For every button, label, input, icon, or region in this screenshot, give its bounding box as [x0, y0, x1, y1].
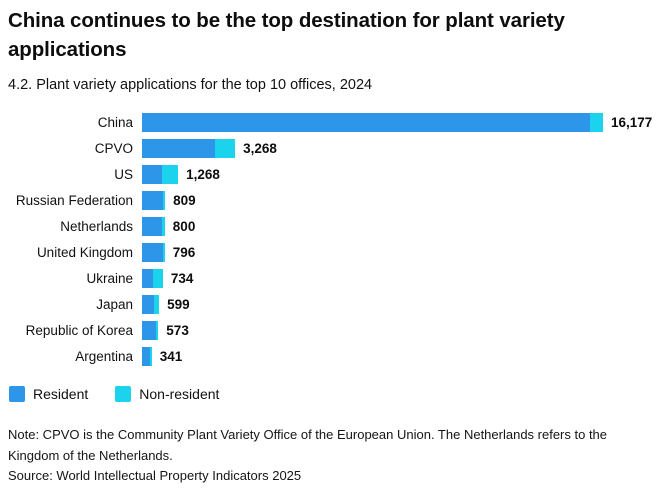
- bar-segment-non-resident: [163, 190, 166, 210]
- bar-segment-resident: [142, 346, 150, 366]
- bar-row: Ukraine 734: [8, 265, 652, 291]
- bar-row: CPVO 3,268: [8, 135, 652, 161]
- value-label: 1,268: [186, 166, 220, 182]
- bar-segment-resident: [142, 268, 153, 288]
- legend-item-resident: Resident: [9, 386, 89, 403]
- value-label: 573: [166, 322, 189, 338]
- legend-label-resident: Resident: [33, 386, 89, 403]
- non-resident-color-swatch: [115, 386, 132, 403]
- bar-segment-non-resident: [152, 268, 163, 288]
- category-label: Argentina: [75, 348, 133, 364]
- bar-track: 16,177: [142, 112, 653, 132]
- bar-track: 796: [142, 242, 652, 262]
- bar-track: 599: [142, 294, 652, 314]
- bar-segment-resident: [142, 242, 163, 262]
- chart-legend: Resident Non-resident: [8, 386, 652, 403]
- category-label: China: [97, 114, 133, 130]
- value-label: 341: [159, 348, 183, 364]
- value-label: 734: [170, 270, 194, 286]
- value-label: 800: [172, 218, 196, 234]
- legend-item-non-resident: Non-resident: [115, 386, 220, 403]
- bar-row: Republic of Korea 573: [8, 317, 652, 343]
- bar-segment-resident: [142, 216, 162, 236]
- bar-segment-non-resident: [161, 216, 165, 236]
- bar-segment-resident: [142, 112, 590, 132]
- category-label: Japan: [96, 296, 133, 312]
- bar-segment-resident: [142, 294, 154, 314]
- bar-row: Russian Federation 809: [8, 187, 652, 213]
- bar-segment-non-resident: [156, 320, 159, 340]
- category-label: US: [114, 166, 133, 182]
- bar-segment-non-resident: [214, 138, 236, 158]
- bar-segment-non-resident: [149, 346, 152, 366]
- bar-track: 341: [142, 346, 652, 366]
- bar-segment-non-resident: [162, 242, 165, 262]
- category-label: Netherlands: [60, 218, 133, 234]
- bar-row: Netherlands 800: [8, 213, 652, 239]
- value-label: 796: [172, 244, 196, 260]
- page-title: China continues to be the top destinatio…: [8, 9, 565, 61]
- category-label: CPVO: [94, 140, 133, 156]
- value-label: 3,268: [243, 140, 277, 156]
- category-label: United Kingdom: [36, 244, 133, 260]
- chart-subtitle: 4.2. Plant variety applications for the …: [8, 77, 373, 94]
- category-label: Ukraine: [86, 270, 133, 286]
- chart-footer: Note: CPVO is the Community Plant Variet…: [8, 425, 652, 485]
- bar-row: US 1,268: [8, 161, 652, 187]
- value-label: 16,177: [611, 114, 653, 130]
- bar-row: China 16,177: [8, 109, 652, 135]
- category-label: Republic of Korea: [25, 322, 133, 338]
- footnote: Note: CPVO is the Community Plant Variet…: [8, 427, 608, 463]
- bar-row: Argentina 341: [8, 343, 652, 369]
- bar-track: 573: [142, 320, 652, 340]
- bar-segment-non-resident: [161, 164, 179, 184]
- value-label: 809: [173, 192, 196, 208]
- bar-segment-non-resident: [153, 294, 160, 314]
- bar-row: United Kingdom 796: [8, 239, 652, 265]
- source-line: Source: World Intellectual Property Indi…: [8, 467, 302, 483]
- category-label: Russian Federation: [15, 192, 133, 208]
- bar-track: 1,268: [142, 164, 652, 184]
- bar-segment-resident: [142, 138, 215, 158]
- bar-segment-non-resident: [590, 112, 603, 132]
- bar-segment-resident: [142, 190, 164, 210]
- bar-track: 809: [142, 190, 652, 210]
- resident-color-swatch: [9, 386, 25, 403]
- legend-label-non-resident: Non-resident: [139, 386, 220, 403]
- bar-segment-resident: [142, 320, 157, 340]
- bar-track: 3,268: [142, 138, 652, 158]
- bar-track: 734: [142, 268, 652, 288]
- bar-row: Japan 599: [8, 291, 652, 317]
- bar-chart: China 16,177 CPVO 3,268 US 1,268 Russian Feder…: [8, 109, 652, 369]
- value-label: 599: [167, 296, 190, 312]
- bar-track: 800: [142, 216, 652, 236]
- bar-segment-resident: [142, 164, 162, 184]
